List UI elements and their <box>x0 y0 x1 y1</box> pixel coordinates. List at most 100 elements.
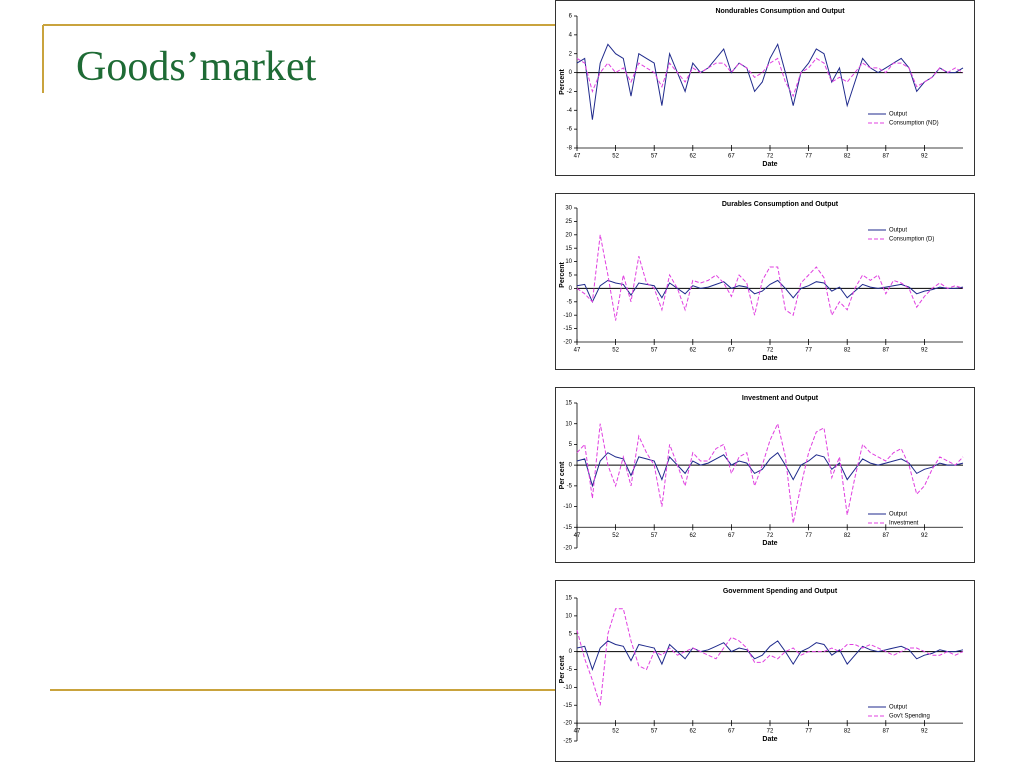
x-tick-label: 57 <box>651 348 658 354</box>
x-tick-label: 47 <box>574 533 581 539</box>
y-tick-label: 2 <box>569 51 573 57</box>
x-tick-label: 92 <box>921 154 928 160</box>
legend-label: Output <box>889 705 907 711</box>
x-tick-label: 72 <box>767 729 774 735</box>
y-tick-label: 30 <box>565 206 572 212</box>
x-tick-label: 82 <box>844 729 851 735</box>
x-axis-label: Date <box>762 161 777 168</box>
slide-title: Goods’market <box>76 44 317 90</box>
x-tick-label: 92 <box>921 533 928 539</box>
y-tick-label: 0 <box>569 286 573 292</box>
y-tick-label: 10 <box>565 613 572 619</box>
x-tick-label: 67 <box>728 533 735 539</box>
y-tick-label: -5 <box>567 483 573 489</box>
legend-label: Investment <box>889 521 919 527</box>
series-line <box>576 608 964 706</box>
x-tick-label: 72 <box>767 348 774 354</box>
x-tick-label: 52 <box>612 348 619 354</box>
x-tick-label: 47 <box>574 729 581 735</box>
chart-frame <box>555 387 975 563</box>
x-tick-label: 82 <box>844 154 851 160</box>
y-tick-label: -5 <box>567 667 573 673</box>
y-tick-label: 15 <box>565 246 572 252</box>
chart-frame <box>555 193 975 370</box>
x-tick-label: 77 <box>805 729 812 735</box>
y-axis-label: Per cent <box>559 655 566 683</box>
x-tick-label: 57 <box>651 533 658 539</box>
y-tick-label: 20 <box>565 232 572 238</box>
y-tick-label: 5 <box>569 631 573 637</box>
x-axis-label: Date <box>762 736 777 743</box>
x-tick-label: 77 <box>805 533 812 539</box>
legend-label: Consumption (ND) <box>889 121 939 127</box>
y-tick-label: -15 <box>563 703 572 709</box>
x-tick-label: 57 <box>651 154 658 160</box>
x-tick-label: 87 <box>882 729 889 735</box>
x-tick-label: 87 <box>882 348 889 354</box>
x-tick-label: 52 <box>612 154 619 160</box>
y-tick-label: -15 <box>563 326 572 332</box>
x-tick-label: 92 <box>921 348 928 354</box>
y-tick-label: 25 <box>565 219 572 225</box>
x-tick-label: 87 <box>882 533 889 539</box>
y-tick-label: 4 <box>569 32 573 38</box>
y-tick-label: -10 <box>563 504 572 510</box>
legend-label: Output <box>889 112 907 118</box>
legend-label: Output <box>889 228 907 234</box>
x-tick-label: 77 <box>805 154 812 160</box>
x-tick-label: 62 <box>689 154 696 160</box>
x-tick-label: 52 <box>612 729 619 735</box>
y-axis-label: Percent <box>559 68 566 94</box>
chart-frame <box>555 580 975 762</box>
series-line <box>576 640 964 672</box>
x-axis-label: Date <box>762 540 777 547</box>
x-tick-label: 87 <box>882 154 889 160</box>
x-tick-label: 67 <box>728 729 735 735</box>
series-line <box>576 422 964 524</box>
chart-title: Durables Consumption and Output <box>722 201 839 208</box>
x-tick-label: 52 <box>612 533 619 539</box>
y-axis-label: Per cent <box>559 461 566 489</box>
chart-title: Investment and Output <box>742 395 819 402</box>
chart-title: Nondurables Consumption and Output <box>715 8 845 15</box>
series-line <box>576 451 964 488</box>
x-tick-label: 67 <box>728 154 735 160</box>
y-tick-label: -15 <box>563 525 572 531</box>
y-tick-label: 15 <box>565 401 572 407</box>
y-tick-label: -20 <box>563 340 572 346</box>
series-line <box>576 57 964 98</box>
legend-label: Consumption (D) <box>889 237 934 243</box>
y-tick-label: 10 <box>565 421 572 427</box>
y-tick-label: -10 <box>563 685 572 691</box>
x-tick-label: 77 <box>805 348 812 354</box>
y-tick-label: -6 <box>567 127 573 133</box>
y-tick-label: 15 <box>565 596 572 602</box>
y-tick-label: 10 <box>565 259 572 265</box>
x-tick-label: 72 <box>767 154 774 160</box>
y-tick-label: 5 <box>569 442 573 448</box>
y-tick-label: -20 <box>563 721 572 727</box>
chart-frame <box>555 0 975 176</box>
x-tick-label: 92 <box>921 729 928 735</box>
y-tick-label: -10 <box>563 313 572 319</box>
y-tick-label: -5 <box>567 299 573 305</box>
x-tick-label: 67 <box>728 348 735 354</box>
legend-label: Gov't Spending <box>889 714 930 720</box>
x-tick-label: 82 <box>844 533 851 539</box>
y-tick-label: 6 <box>569 14 573 20</box>
series-line <box>576 279 964 303</box>
y-tick-label: -25 <box>563 739 572 745</box>
y-tick-label: -2 <box>567 89 573 95</box>
x-axis-label: Date <box>762 355 777 362</box>
y-axis-label: Percent <box>559 261 566 287</box>
y-tick-label: 0 <box>569 463 573 469</box>
x-tick-label: 62 <box>689 729 696 735</box>
x-tick-label: 62 <box>689 533 696 539</box>
y-tick-label: 5 <box>569 273 573 279</box>
x-tick-label: 82 <box>844 348 851 354</box>
y-tick-label: -8 <box>567 146 573 152</box>
legend-label: Output <box>889 512 907 518</box>
y-tick-label: 0 <box>569 70 573 76</box>
x-tick-label: 62 <box>689 348 696 354</box>
